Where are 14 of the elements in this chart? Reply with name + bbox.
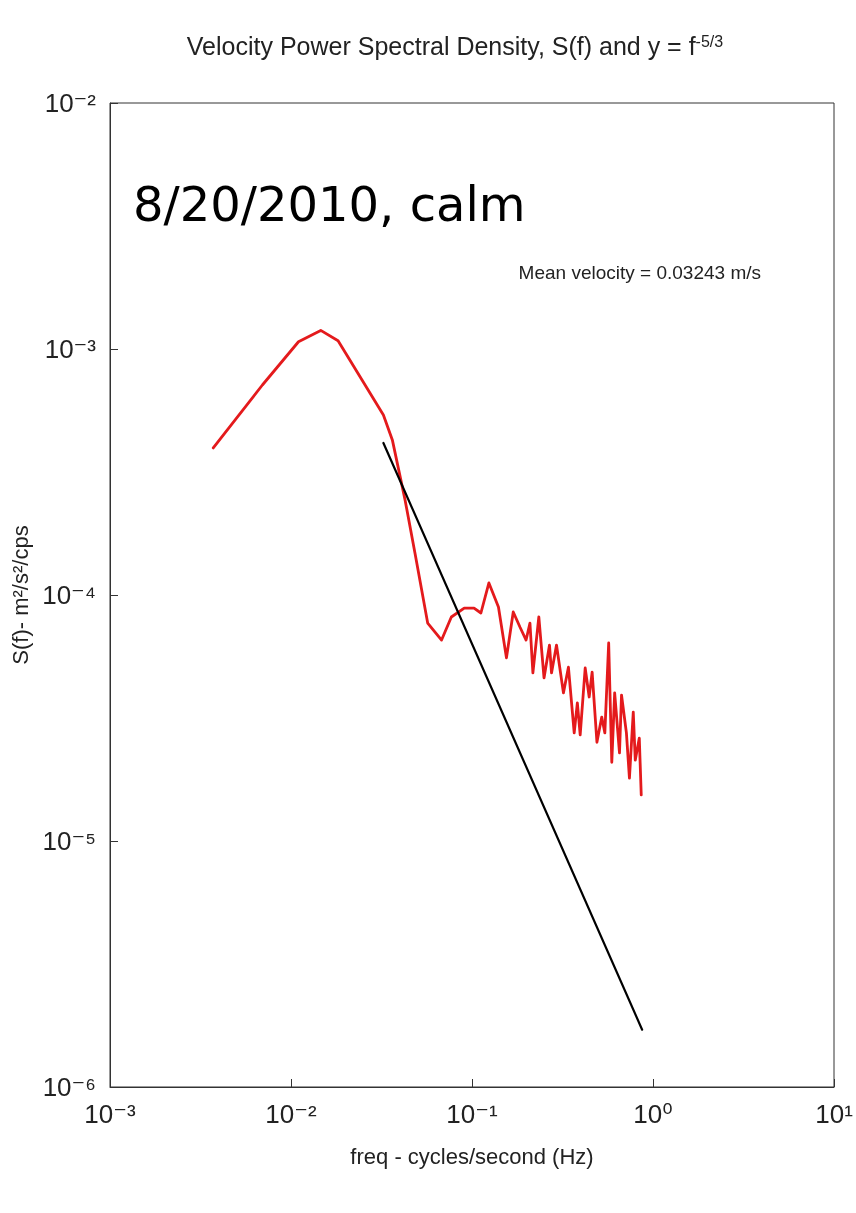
y-tick-label: 10⁻⁶ bbox=[42, 1072, 96, 1102]
y-tick-label: 10⁻⁴ bbox=[42, 580, 96, 610]
y-tick-label: 10⁻² bbox=[44, 88, 97, 118]
annotation: 8/20/2010, calm bbox=[133, 176, 526, 232]
x-tick-label: 10¹ bbox=[815, 1099, 854, 1129]
y-tick-label: 10⁻³ bbox=[44, 334, 97, 364]
annotation: Mean velocity = 0.03243 m/s bbox=[518, 262, 762, 283]
x-tick-label: 10⁰ bbox=[633, 1099, 673, 1129]
x-axis-title: freq - cycles/second (Hz) bbox=[350, 1143, 594, 1169]
x-tick-label: 10⁻¹ bbox=[446, 1099, 498, 1129]
y-tick-label: 10⁻⁵ bbox=[42, 826, 96, 856]
x-tick-label: 10⁻³ bbox=[84, 1099, 136, 1129]
x-tick-label: 10⁻² bbox=[265, 1099, 317, 1129]
y-axis-title: S(f)- m²/s²/cps bbox=[7, 525, 33, 665]
